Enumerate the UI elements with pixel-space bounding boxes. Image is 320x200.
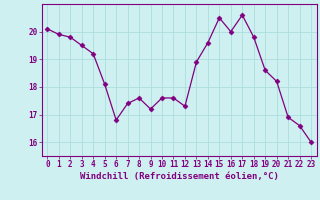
X-axis label: Windchill (Refroidissement éolien,°C): Windchill (Refroidissement éolien,°C): [80, 172, 279, 181]
